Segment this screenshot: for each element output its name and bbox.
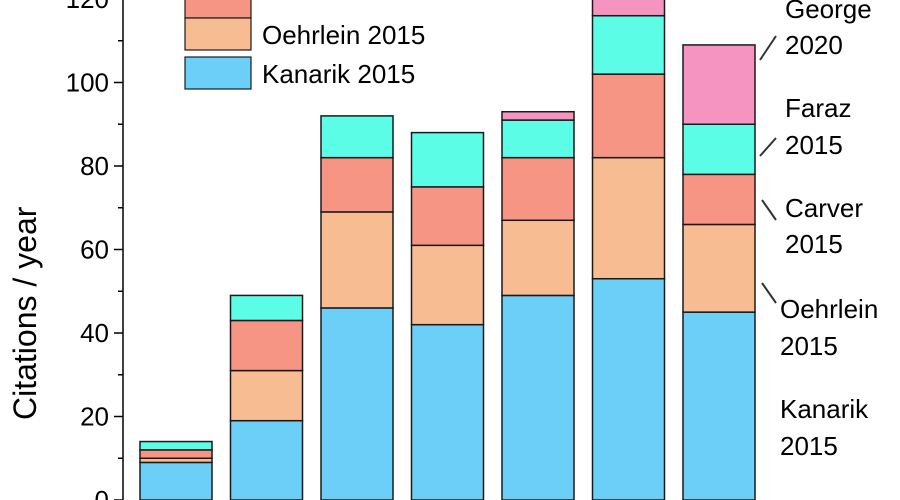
annotation-label: George	[785, 0, 872, 24]
y-tick-label: 120	[66, 0, 109, 14]
annotation-label: Faraz	[785, 93, 851, 123]
y-tick-label: 100	[66, 68, 109, 98]
annotation-leader	[759, 35, 777, 61]
bar-segment-6-1	[591, 277, 666, 500]
bar-segment-3-4	[320, 115, 394, 159]
bar-segment-5-2	[501, 219, 575, 297]
legend-swatch	[184, 56, 252, 90]
bar-segment-6-5	[591, 0, 666, 17]
bar-segment-2-1	[229, 419, 304, 500]
bar-segment-5-1	[501, 294, 575, 500]
bar-segment-7-4	[682, 123, 756, 176]
annotation-label: 2015	[785, 229, 843, 259]
bars-layer	[139, 0, 756, 500]
annotation-label: Oehrlein	[780, 294, 878, 324]
bar-segment-7-1	[682, 311, 756, 500]
bar-segment-3-3	[320, 156, 394, 213]
bar-segment-6-2	[591, 156, 666, 280]
y-tick-label: 80	[80, 151, 109, 181]
bar-segment-4-2	[410, 244, 485, 326]
y-axis-title: Citations / year	[7, 206, 43, 420]
annotation-label: 2020	[785, 30, 843, 60]
y-tick-label: 20	[80, 402, 109, 432]
bar-segment-1-3	[139, 449, 213, 459]
y-tick-label: 40	[80, 318, 109, 348]
bar-segment-4-4	[410, 131, 485, 188]
bar-segment-3-2	[320, 211, 394, 309]
bar-segment-5-4	[501, 119, 575, 159]
annotation-label: 2015	[785, 130, 843, 160]
y-axis: 0 20 40 60 80 100 120	[66, 0, 124, 500]
annotation-leader	[759, 137, 777, 157]
bar-segment-5-5	[501, 110, 575, 121]
bar-segment-7-2	[682, 223, 756, 313]
annotations: George 2020 Faraz 2015 Carver 2015 Oehrlein 201…	[759, 0, 878, 461]
annotation-label: 2015	[780, 431, 838, 461]
bar-segment-7-3	[682, 173, 756, 226]
bar-segment-6-3	[591, 73, 666, 159]
annotation-leader	[761, 199, 777, 221]
y-tick-label: 60	[80, 235, 109, 265]
bar-segment-1-4	[139, 440, 213, 451]
bar-segment-2-4	[229, 294, 304, 322]
bar-segment-6-4	[591, 14, 666, 75]
bar-segment-1-1	[139, 461, 213, 500]
bar-segment-2-3	[229, 319, 304, 372]
legend-swatch	[184, 17, 252, 51]
y-tick-label: 0	[95, 485, 109, 500]
legend: Oehrlein 2015 Kanarik 2015	[184, 0, 425, 90]
bar-segment-2-2	[229, 369, 304, 422]
annotation-label: 2015	[780, 331, 838, 361]
bar-segment-4-1	[410, 323, 485, 500]
annotation-label: Carver	[785, 193, 863, 223]
bar-segment-4-3	[410, 186, 485, 247]
bar-segment-3-1	[320, 307, 394, 500]
annotation-label: Kanarik	[780, 394, 869, 424]
annotation-leader	[761, 282, 777, 304]
legend-label: Kanarik 2015	[262, 59, 415, 89]
bar-segment-5-3	[501, 156, 575, 222]
legend-swatch	[184, 0, 252, 19]
legend-label: Oehrlein 2015	[262, 20, 425, 50]
bar-segment-7-5	[682, 44, 756, 125]
